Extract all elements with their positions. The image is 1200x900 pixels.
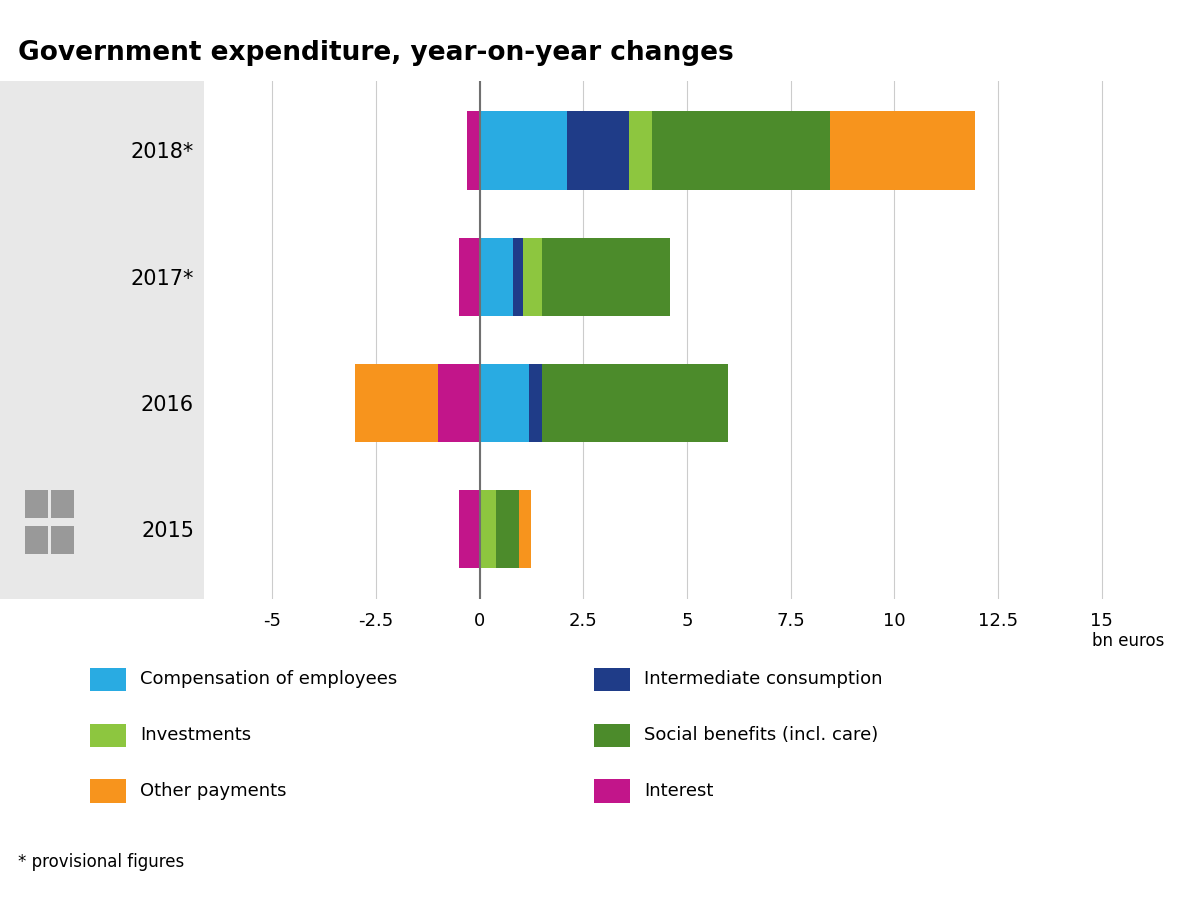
Bar xyxy=(542,364,728,442)
Bar xyxy=(523,238,542,316)
Text: Investments: Investments xyxy=(140,726,252,744)
Text: * provisional figures: * provisional figures xyxy=(18,853,185,871)
Bar xyxy=(52,526,74,554)
Bar xyxy=(480,364,529,442)
Bar xyxy=(480,112,566,190)
Bar xyxy=(467,112,480,190)
Bar xyxy=(520,490,532,568)
Bar xyxy=(52,490,74,518)
Bar xyxy=(25,526,48,554)
Bar xyxy=(458,238,480,316)
Bar xyxy=(497,490,520,568)
Text: bn euros: bn euros xyxy=(1092,632,1164,650)
Bar xyxy=(438,364,480,442)
Bar xyxy=(355,364,438,442)
Text: Intermediate consumption: Intermediate consumption xyxy=(644,670,883,688)
Bar xyxy=(566,112,629,190)
Bar xyxy=(25,490,48,518)
Bar xyxy=(652,112,830,190)
Text: Compensation of employees: Compensation of employees xyxy=(140,670,397,688)
Bar xyxy=(480,490,497,568)
Text: Other payments: Other payments xyxy=(140,782,287,800)
Text: Social benefits (incl. care): Social benefits (incl. care) xyxy=(644,726,878,744)
Text: Interest: Interest xyxy=(644,782,714,800)
Text: Government expenditure, year-on-year changes: Government expenditure, year-on-year cha… xyxy=(18,40,733,67)
Bar xyxy=(458,490,480,568)
Bar xyxy=(480,238,512,316)
Bar xyxy=(529,364,542,442)
Bar xyxy=(629,112,652,190)
Bar xyxy=(512,238,523,316)
Bar xyxy=(830,112,976,190)
Bar xyxy=(542,238,671,316)
